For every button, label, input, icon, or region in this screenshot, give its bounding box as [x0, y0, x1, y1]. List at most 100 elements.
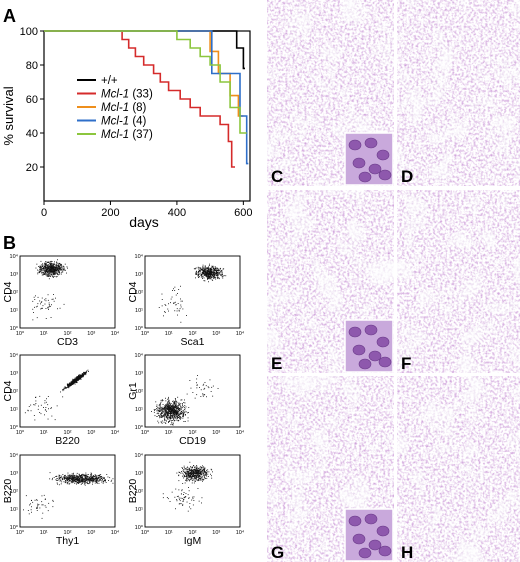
x-tick-label: 10²: [189, 430, 197, 436]
scatter-y-label: CD4: [127, 281, 139, 302]
x-tick-label: 10⁴: [236, 330, 245, 337]
panel-label-e: E: [271, 354, 282, 373]
legend-entry-2: Mcl-1 (8): [101, 102, 147, 114]
y-tick-label: 10¹: [10, 507, 18, 513]
scatter-dots: [23, 472, 114, 519]
x-tick-label: 10¹: [165, 530, 173, 536]
scatter-x-label: CD3: [57, 336, 78, 348]
y-tick-label: 10²: [135, 389, 143, 395]
scatter-dots: [32, 259, 68, 321]
micrograph-e: E: [267, 190, 394, 373]
scatter-frame: [19, 255, 116, 329]
survival-legend: +/+ Mcl-1 (33)Mcl-1 (8) Mcl-1 (4)Mcl-1 (37…: [77, 75, 153, 141]
y-tick-label: 10⁰: [10, 524, 19, 531]
y-tick-label: 10²: [10, 389, 18, 395]
scatter-dots: [158, 263, 227, 323]
y-tick-label: 10⁰: [135, 524, 144, 531]
scatter-dots: [162, 461, 213, 512]
scatter-x-label: B220: [55, 435, 80, 447]
scatter-x-label: Thy1: [56, 535, 80, 547]
x-tick-label: 10⁰: [141, 330, 150, 337]
y-tick-label: 80: [26, 60, 38, 72]
x-tick-label: 10²: [189, 530, 197, 536]
x-tick-label: 10⁰: [141, 529, 150, 536]
x-tick-label: 10⁴: [111, 529, 120, 536]
y-tick-label: 10⁴: [10, 352, 19, 359]
panel-label-d: D: [401, 167, 413, 186]
panel-label-g: G: [271, 543, 284, 562]
scatter-dots: [24, 369, 89, 421]
y-tick-label: 10²: [10, 489, 18, 495]
micrograph-h: H: [397, 376, 520, 562]
micrograph-f: F: [397, 190, 520, 373]
micrograph-g: G: [267, 376, 394, 562]
y-tick-label: 10⁴: [10, 452, 19, 459]
y-tick-label: 10⁰: [10, 325, 19, 332]
survival-curves: [44, 30, 249, 168]
y-tick-label: 60: [26, 94, 38, 106]
survival-y-axis-label: % survival: [1, 86, 16, 145]
scatter-y-label: B220: [127, 479, 139, 504]
flow-cytometry-grid: 10⁰10⁰10¹10¹10²10²10³10³10⁴10⁴CD3CD410⁰1…: [2, 253, 245, 547]
y-tick-label: 10²: [10, 290, 18, 296]
x-tick-label: 10³: [87, 530, 95, 536]
x-tick-label: 10⁴: [111, 330, 120, 337]
survival-x-ticks: 0 200 400 600: [41, 201, 253, 219]
y-tick-label: 10⁴: [135, 253, 144, 260]
x-tick-label: 10⁰: [16, 330, 25, 337]
survival-x-axis-label: days: [129, 214, 159, 230]
x-tick-label: 10³: [87, 331, 95, 337]
micrograph-inset: [344, 132, 394, 186]
panel-label-b: B: [3, 233, 16, 253]
panel-label-h: H: [401, 543, 413, 562]
micrograph-grid: C D E F G H: [267, 0, 520, 562]
y-tick-label: 10¹: [135, 507, 143, 513]
y-tick-label: 10³: [135, 471, 143, 477]
y-tick-label: 10¹: [10, 407, 18, 413]
survival-curve-3: [44, 30, 249, 165]
panel-a: A 20 40 60 80 100 0 200 400 600 % survival days…: [1, 6, 253, 230]
y-tick-label: 10²: [135, 489, 143, 495]
micrograph-c: C: [267, 0, 394, 186]
y-tick-label: 100: [20, 26, 38, 38]
y-tick-label: 20: [26, 162, 38, 174]
y-tick-label: 10³: [135, 371, 143, 377]
y-tick-label: 10⁰: [135, 424, 144, 431]
x-tick-label: 400: [168, 207, 186, 219]
scatter-frame: [144, 255, 241, 329]
survival-curve-4: [44, 30, 247, 134]
x-tick-label: 10²: [64, 530, 72, 536]
y-tick-label: 10¹: [135, 407, 143, 413]
y-tick-label: 10²: [135, 290, 143, 296]
x-tick-label: 0: [41, 207, 47, 219]
y-tick-label: 10¹: [10, 308, 18, 314]
scatter-y-label: B220: [2, 479, 14, 504]
scatter-frame: [144, 454, 241, 528]
survival-y-ticks: 20 40 60 80 100: [20, 26, 44, 174]
x-tick-label: 10⁴: [236, 429, 245, 436]
panel-label-c: C: [271, 167, 283, 186]
y-tick-label: 10⁴: [135, 352, 144, 359]
y-tick-label: 40: [26, 128, 38, 140]
y-tick-label: 10³: [10, 471, 18, 477]
x-tick-label: 10³: [212, 530, 220, 536]
scatter-dots: [151, 375, 219, 426]
y-tick-label: 10⁴: [10, 253, 19, 260]
y-tick-label: 10³: [10, 371, 18, 377]
x-tick-label: 10¹: [40, 530, 48, 536]
micrograph-d: D: [397, 0, 520, 186]
x-tick-label: 10⁴: [236, 529, 245, 536]
scatter-frame: [19, 454, 116, 528]
legend-entry-4: Mcl-1 (37): [101, 129, 153, 141]
x-tick-label: 600: [234, 207, 252, 219]
scatter-y-label: CD4: [2, 380, 14, 401]
legend-entry-0: +/+: [101, 75, 118, 87]
survival-curve-1: [44, 30, 235, 168]
scatter-frame: [19, 354, 116, 428]
micrograph-inset: [344, 319, 394, 373]
